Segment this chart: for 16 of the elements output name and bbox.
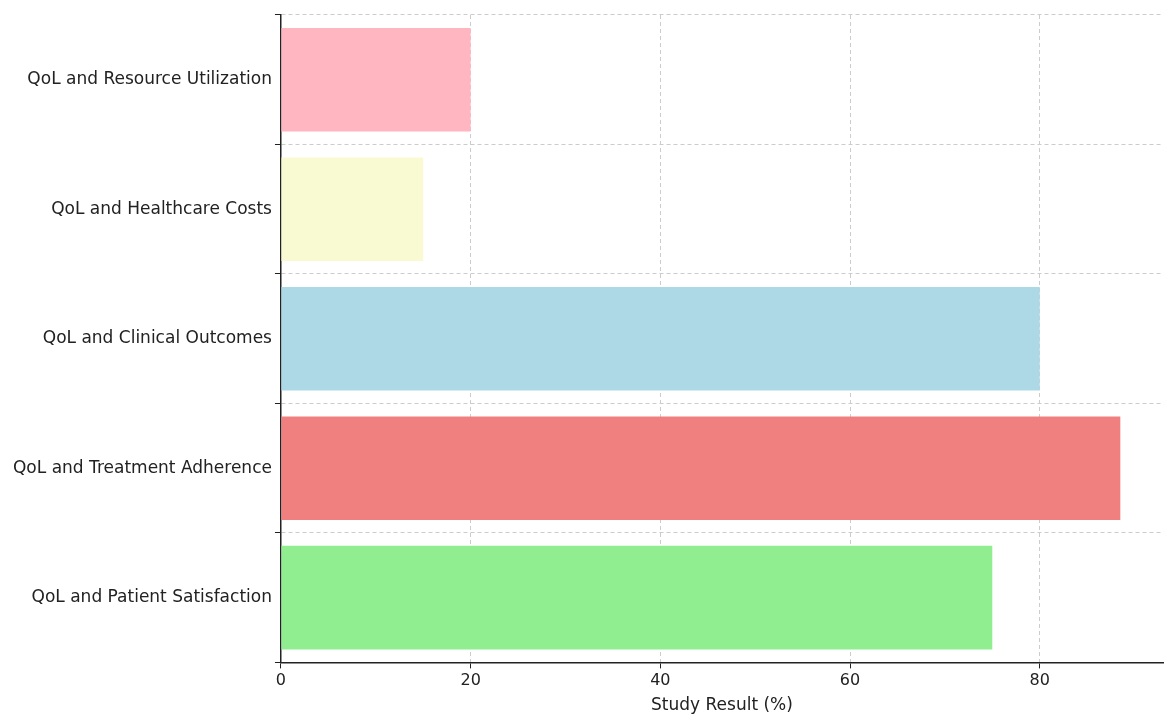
y-tick-label: QoL and Resource Utilization xyxy=(27,68,272,89)
bar xyxy=(281,416,1121,520)
y-tick-label: QoL and Treatment Adherence xyxy=(12,456,272,477)
x-tick-label: 60 xyxy=(839,670,861,690)
x-tick-label: 40 xyxy=(650,670,671,690)
bar xyxy=(281,286,1040,391)
y-tick-label: QoL and Patient Satisfaction xyxy=(31,586,272,607)
bar xyxy=(281,157,424,262)
x-tick-label: 20 xyxy=(460,670,481,690)
bar xyxy=(281,545,993,650)
y-tick-label: QoL and Healthcare Costs xyxy=(51,197,273,218)
y-tick-label: QoL and Clinical Outcomes xyxy=(42,327,273,348)
x-tick-label: 80 xyxy=(1029,670,1050,690)
x-axis-title: Study Result (%) xyxy=(651,694,793,715)
bar xyxy=(281,27,471,132)
x-tick-label: 0 xyxy=(275,670,287,690)
